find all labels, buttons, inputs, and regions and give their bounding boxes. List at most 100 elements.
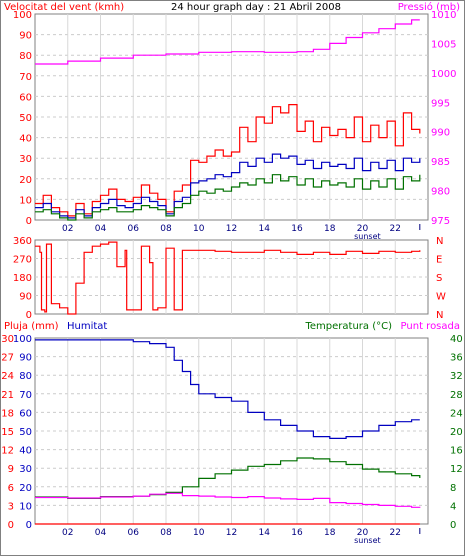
direction-tick-label: 0 — [26, 310, 32, 321]
time-tick-label: 04 — [95, 224, 107, 234]
time-tick-label: 10 — [193, 224, 205, 234]
time-tick-label: 12 — [226, 528, 237, 538]
direction-tick-label: 360 — [13, 236, 32, 247]
right-tick-label: 1000 — [431, 69, 456, 80]
temperature-label: Temperatura (°C) — [304, 321, 392, 332]
time-tick-label: 06 — [128, 224, 140, 234]
humidity-tick-label: 50 — [19, 427, 32, 438]
humidity-tick-label: 10 — [19, 501, 32, 512]
series-velocitat-del-vent-kmh — [35, 104, 421, 217]
series-wind-direction — [35, 241, 421, 315]
humidity-temperature-panel: 02 04 06 08 10 12 14 16 18 20 22sunset036912151821… — [1, 334, 462, 545]
temperature-tick-label: 8 — [450, 483, 456, 494]
rain-tick-label: 9 — [8, 464, 14, 475]
temperature-tick-label: 32 — [450, 371, 463, 382]
rain-tick-label: 24 — [1, 371, 14, 382]
wind-panel-series — [35, 19, 421, 221]
left-tick-label: 50 — [19, 113, 32, 124]
left-tick-label: 60 — [19, 92, 32, 103]
series-wind-gust-min — [35, 174, 421, 221]
rain-tick-label: 30 — [1, 334, 14, 345]
left-tick-label: 0 — [26, 216, 32, 227]
wind-speed-label: Velocitat del vent (kmh) — [4, 2, 124, 13]
humidity-tick-label: 90 — [19, 353, 32, 364]
direction-tick-label: 180 — [13, 273, 32, 284]
left-tick-label: 90 — [19, 31, 32, 42]
time-tick-label: 02 — [62, 224, 73, 234]
temperature-tick-label: 4 — [450, 501, 456, 512]
humidity-tick-label: 30 — [19, 464, 32, 475]
temperature-tick-label: 0 — [450, 520, 456, 531]
time-tick-label: 16 — [291, 224, 303, 234]
series-pressi-mb — [35, 19, 420, 65]
rain-tick-label: 3 — [8, 501, 14, 512]
sunset-label: sunset — [354, 536, 381, 545]
series-punt-rosada — [35, 492, 421, 508]
direction-panel-series — [35, 241, 421, 315]
series-humitat — [35, 339, 420, 439]
time-tick-label: 12 — [226, 224, 237, 234]
left-tick-label: 30 — [19, 154, 32, 165]
time-tick-label: 20 — [357, 528, 369, 538]
compass-label: N — [436, 236, 443, 247]
rain-tick-label: 6 — [8, 483, 14, 494]
temperature-tick-label: 16 — [450, 446, 463, 457]
humidity-tick-label: 0 — [26, 520, 32, 531]
humidity-tick-label: 100 — [13, 334, 32, 345]
humidity-panel-series — [35, 339, 421, 525]
left-tick-label: 40 — [19, 134, 32, 145]
left-tick-label: 80 — [19, 51, 32, 62]
humidity-tick-label: 40 — [19, 446, 32, 457]
humidity-label: Humitat — [67, 321, 107, 332]
right-tick-label: 975 — [431, 216, 450, 227]
temperature-tick-label: 24 — [450, 408, 463, 419]
temperature-tick-label: 28 — [450, 390, 463, 401]
right-tick-label: 995 — [431, 98, 450, 109]
time-tick-label: 08 — [160, 528, 172, 538]
compass-label: N — [436, 310, 443, 321]
rain-tick-label: 18 — [1, 408, 14, 419]
direction-tick-label: 90 — [19, 292, 32, 303]
time-tick-label: 14 — [259, 528, 271, 538]
temperature-tick-label: 36 — [450, 353, 463, 364]
time-tick-label: 08 — [160, 224, 172, 234]
time-tick-label: 18 — [324, 528, 336, 538]
left-tick-label: 10 — [19, 195, 32, 206]
time-tick-label: 10 — [193, 528, 205, 538]
compass-label: E — [436, 255, 442, 266]
rain-tick-label: 12 — [1, 446, 14, 457]
left-tick-label: 100 — [13, 10, 32, 21]
time-tick-label: 04 — [95, 528, 107, 538]
time-tick-label: 18 — [324, 224, 336, 234]
sunset-label: sunset — [354, 232, 381, 241]
right-tick-label: 1005 — [431, 39, 456, 50]
compass-label: S — [436, 273, 442, 284]
chart-title: 24 hour graph day : 21 Abril 2008 — [171, 2, 341, 13]
rain-tick-label: 15 — [1, 427, 14, 438]
right-tick-label: 980 — [431, 187, 450, 198]
left-tick-label: 20 — [19, 175, 32, 186]
right-tick-label: 985 — [431, 157, 450, 168]
wind-pressure-panel: 02 04 06 08 10 12 14 16 18 20 22 sunset 0 10 20 30 40 50 6… — [13, 10, 457, 241]
time-tick-label: 22 — [390, 224, 401, 234]
time-tick-label: 06 — [128, 528, 140, 538]
humidity-tick-label: 60 — [19, 408, 32, 419]
pressure-label: Pressió (mb) — [398, 1, 460, 13]
time-tick-label: 16 — [291, 528, 303, 538]
time-tick-label: 20 — [357, 224, 369, 234]
temperature-tick-label: 12 — [450, 464, 463, 475]
humidity-tick-label: 80 — [19, 371, 32, 382]
right-tick-label: 990 — [431, 128, 450, 139]
humidity-tick-label: 20 — [19, 483, 32, 494]
temperature-tick-label: 20 — [450, 427, 463, 438]
left-tick-label: 70 — [19, 72, 32, 83]
rain-tick-label: 27 — [1, 353, 14, 364]
time-tick-label: 22 — [390, 528, 401, 538]
wind-panel-ticks: 02 04 06 08 10 12 14 16 18 20 22 sunset 0 10 20 30 40 50 6… — [13, 10, 457, 241]
rain-label: Pluja (mm) — [4, 321, 59, 332]
rain-tick-label: 0 — [8, 520, 14, 531]
temperature-tick-label: 40 — [450, 334, 463, 345]
